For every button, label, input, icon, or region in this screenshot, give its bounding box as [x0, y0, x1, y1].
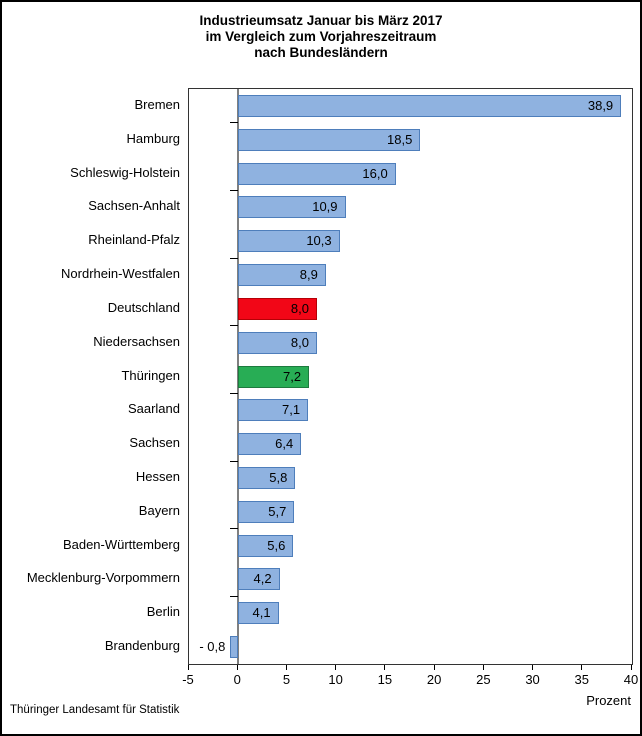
category-label-saarland: Saarland [127, 401, 180, 417]
bar-hessen [238, 466, 296, 489]
category-label-sachsen-anhalt: Sachsen-Anhalt [88, 198, 180, 214]
x-axis-tick [236, 665, 238, 670]
category-label-rheinland-pfalz: Rheinland-Pfalz [88, 232, 180, 248]
category-axis-tick [230, 595, 239, 597]
x-axis-title: Prozent [586, 693, 631, 708]
value-label-saarland: 7,1 [282, 402, 301, 418]
bar-bayern [238, 500, 295, 523]
value-label-berlin: 4,1 [252, 605, 271, 621]
x-axis-tick [532, 665, 534, 670]
bar-deutschland [238, 297, 317, 320]
x-axis-tick-label: 25 [476, 672, 491, 687]
x-axis-tick-label: -5 [182, 672, 194, 687]
category-label-sachsen: Sachsen [129, 435, 180, 451]
value-label-rheinland-pfalz: 10,3 [306, 233, 332, 249]
category-label-brandenburg: Brandenburg [104, 638, 180, 654]
bar-sachsen [238, 433, 302, 456]
category-axis-tick [230, 325, 239, 327]
x-axis-tick [433, 665, 435, 670]
bar-th-ringen [238, 365, 310, 388]
x-axis-tick-label: 15 [377, 672, 393, 687]
value-label-mecklenburg-vorpommern: 4,2 [253, 571, 272, 587]
x-axis-tick-label: 10 [328, 672, 343, 687]
value-label-schleswig-holstein: 16,0 [362, 165, 388, 181]
x-axis-tick-label: 5 [282, 672, 291, 687]
value-label-nordrhein-westfalen: 8,9 [299, 267, 318, 283]
category-label-bremen: Bremen [134, 96, 180, 112]
bar-sachsen-anhalt [238, 196, 346, 219]
value-label-baden-w-rttemberg: 5,6 [267, 537, 286, 553]
category-label-niedersachsen: Niedersachsen [93, 333, 180, 349]
value-label-deutschland: 8,0 [290, 300, 309, 316]
x-axis-tick-label: 0 [233, 672, 241, 687]
bar-rheinland-pfalz [238, 230, 340, 253]
category-label-berlin: Berlin [146, 604, 180, 620]
plot-area: 38,9 18,5 16,0 10,9 10,3 8,9 8,0 8,0 7,2 7,1 6,4 5,… [188, 88, 633, 665]
x-axis-tick-label: 40 [623, 672, 639, 687]
x-axis-tick-label: 20 [426, 672, 442, 687]
x-axis-tick-label: 35 [574, 672, 589, 687]
x-axis-tick [384, 665, 386, 670]
category-axis-tick [230, 189, 239, 191]
x-axis-tick-label: 30 [525, 672, 540, 687]
value-label-bayern: 5,7 [268, 503, 287, 519]
value-label-bremen: 38,9 [587, 97, 614, 113]
value-label-hamburg: 18,5 [387, 131, 413, 147]
category-axis-labels: Bremen Hamburg Schleswig-Holstein Sachsen-A… [2, 88, 180, 663]
x-axis-tick [581, 665, 583, 670]
bar-schleswig-holstein [238, 162, 396, 185]
category-label-nordrhein-westfalen: Nordrhein-Westfalen [61, 266, 180, 282]
value-label-niedersachsen: 8,0 [290, 334, 309, 350]
category-label-mecklenburg-vorpommern: Mecklenburg-Vorpommern [26, 570, 180, 586]
bar-mecklenburg-vorpommern [238, 568, 280, 591]
category-axis-tick [230, 122, 239, 124]
category-axis-tick [230, 528, 239, 530]
chart-title-line-2: im Vergleich zum Vorjahreszeitraum [205, 29, 437, 44]
bar-baden-w-rttemberg [238, 534, 294, 557]
category-label-hessen: Hessen [135, 468, 180, 484]
x-axis: -5 0 5 10 15 20 25 30 35 40 [182, 664, 638, 696]
bar-saarland [238, 399, 309, 422]
bar-niedersachsen [238, 331, 317, 354]
value-label-hessen: 5,8 [269, 469, 288, 485]
category-label-bayern: Bayern [138, 502, 180, 518]
bar-berlin [238, 602, 279, 625]
bar-hamburg [238, 128, 421, 151]
x-axis-tick [335, 665, 337, 670]
chart-title-line-1: Industrieumsatz Januar bis März 2017 [199, 13, 443, 28]
category-axis-tick [230, 392, 239, 394]
chart-title: Industrieumsatz Januar bis März 2017 im … [2, 13, 640, 61]
value-label-sachsen: 6,4 [275, 436, 294, 452]
category-axis-tick [230, 460, 239, 462]
category-label-hamburg: Hamburg [126, 130, 180, 146]
category-label-baden-w-rttemberg: Baden-Württemberg [62, 536, 180, 552]
category-axis-tick [230, 257, 239, 259]
source-note: Thüringer Landesamt für Statistik [10, 704, 180, 716]
x-axis-tick [482, 665, 484, 670]
bar-brandenburg [230, 636, 239, 659]
bar-bremen [238, 94, 622, 117]
category-label-deutschland: Deutschland [107, 299, 180, 315]
value-label-th-ringen: 7,2 [283, 368, 302, 384]
chart-title-line-3: nach Bundesländern [254, 45, 388, 60]
category-label-schleswig-holstein: Schleswig-Holstein [70, 164, 180, 180]
x-axis-tick [285, 665, 287, 670]
value-label-brandenburg: - 0,8 [199, 639, 226, 655]
category-label-th-ringen: Thüringen [121, 367, 180, 383]
x-axis-tick [187, 665, 189, 670]
value-label-sachsen-anhalt: 10,9 [312, 199, 338, 215]
bar-nordrhein-westfalen [238, 264, 326, 287]
x-axis-tick [630, 665, 632, 670]
